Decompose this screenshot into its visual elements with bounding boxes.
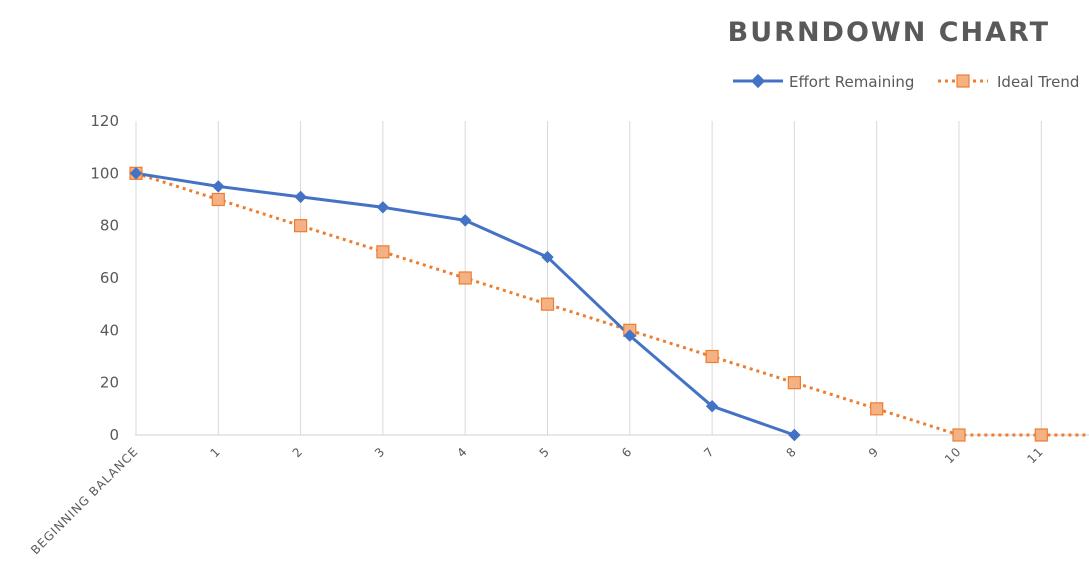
- x-tick-label: 2: [290, 444, 306, 460]
- legend-entry-ideal: Ideal Trend: [938, 73, 1079, 91]
- y-tick-label: 60: [100, 269, 119, 287]
- legend-marker-effort: [750, 73, 766, 89]
- y-tick-label: 120: [90, 112, 119, 130]
- ideal-trend-point: [1034, 428, 1048, 442]
- effort-remaining-point: [212, 180, 225, 193]
- effort-remaining-point: [705, 399, 719, 413]
- legend-label-effort: Effort Remaining: [789, 73, 914, 91]
- x-tick-label: 11: [1024, 444, 1046, 466]
- x-tick-label: 5: [537, 444, 553, 460]
- effort-remaining-point: [541, 250, 554, 264]
- ideal-trend-point: [870, 402, 884, 416]
- effort-remaining-point: [788, 428, 801, 442]
- x-tick-label: 4: [454, 444, 470, 460]
- x-tick-label: 8: [784, 444, 800, 460]
- x-tick-label: 1: [207, 444, 223, 460]
- effort-remaining-point: [294, 190, 307, 204]
- effort-remaining-point: [458, 214, 472, 227]
- y-tick-label: 40: [100, 321, 119, 339]
- ideal-trend-point: [211, 192, 225, 207]
- legend-entry-effort: Effort Remaining: [733, 73, 914, 91]
- effort-remaining-point: [129, 167, 143, 180]
- y-tick-label: 100: [90, 164, 119, 182]
- ideal-trend-point: [376, 245, 390, 259]
- ideal-trend-point: [540, 297, 555, 311]
- legend-marker-ideal: [956, 74, 970, 88]
- ideal-trend-point: [458, 271, 472, 285]
- effort-remaining-point: [623, 329, 637, 342]
- ideal-trend-point: [705, 349, 719, 364]
- ideal-trend-point: [952, 428, 966, 442]
- y-tick-label: 80: [100, 217, 119, 235]
- y-tick-label: 0: [109, 426, 119, 444]
- chart-title: BURNDOWN CHART: [728, 17, 1050, 48]
- effort-remaining-point: [376, 201, 390, 214]
- plot-area: 0 20 40 60 80 100 120 BEGINNING BALANCE 1 2 3 4 5 6 7 8…: [28, 112, 1089, 557]
- chart-legend: Effort Remaining Ideal Trend: [733, 73, 1079, 91]
- legend-label-ideal: Ideal Trend: [997, 73, 1079, 91]
- x-tick-label: 6: [619, 444, 635, 460]
- ideal-trend-point: [787, 376, 802, 390]
- x-tick-label: 10: [942, 444, 964, 466]
- series-line-ideal-trend: [135, 171, 1089, 437]
- x-tick-label: 3: [372, 444, 388, 460]
- ideal-trend-point: [294, 219, 308, 233]
- y-tick-label: 20: [100, 374, 119, 392]
- x-tick-label: 7: [701, 444, 717, 460]
- x-tick-label: BEGINNING BALANCE: [28, 444, 141, 557]
- x-tick-label: 9: [866, 444, 882, 460]
